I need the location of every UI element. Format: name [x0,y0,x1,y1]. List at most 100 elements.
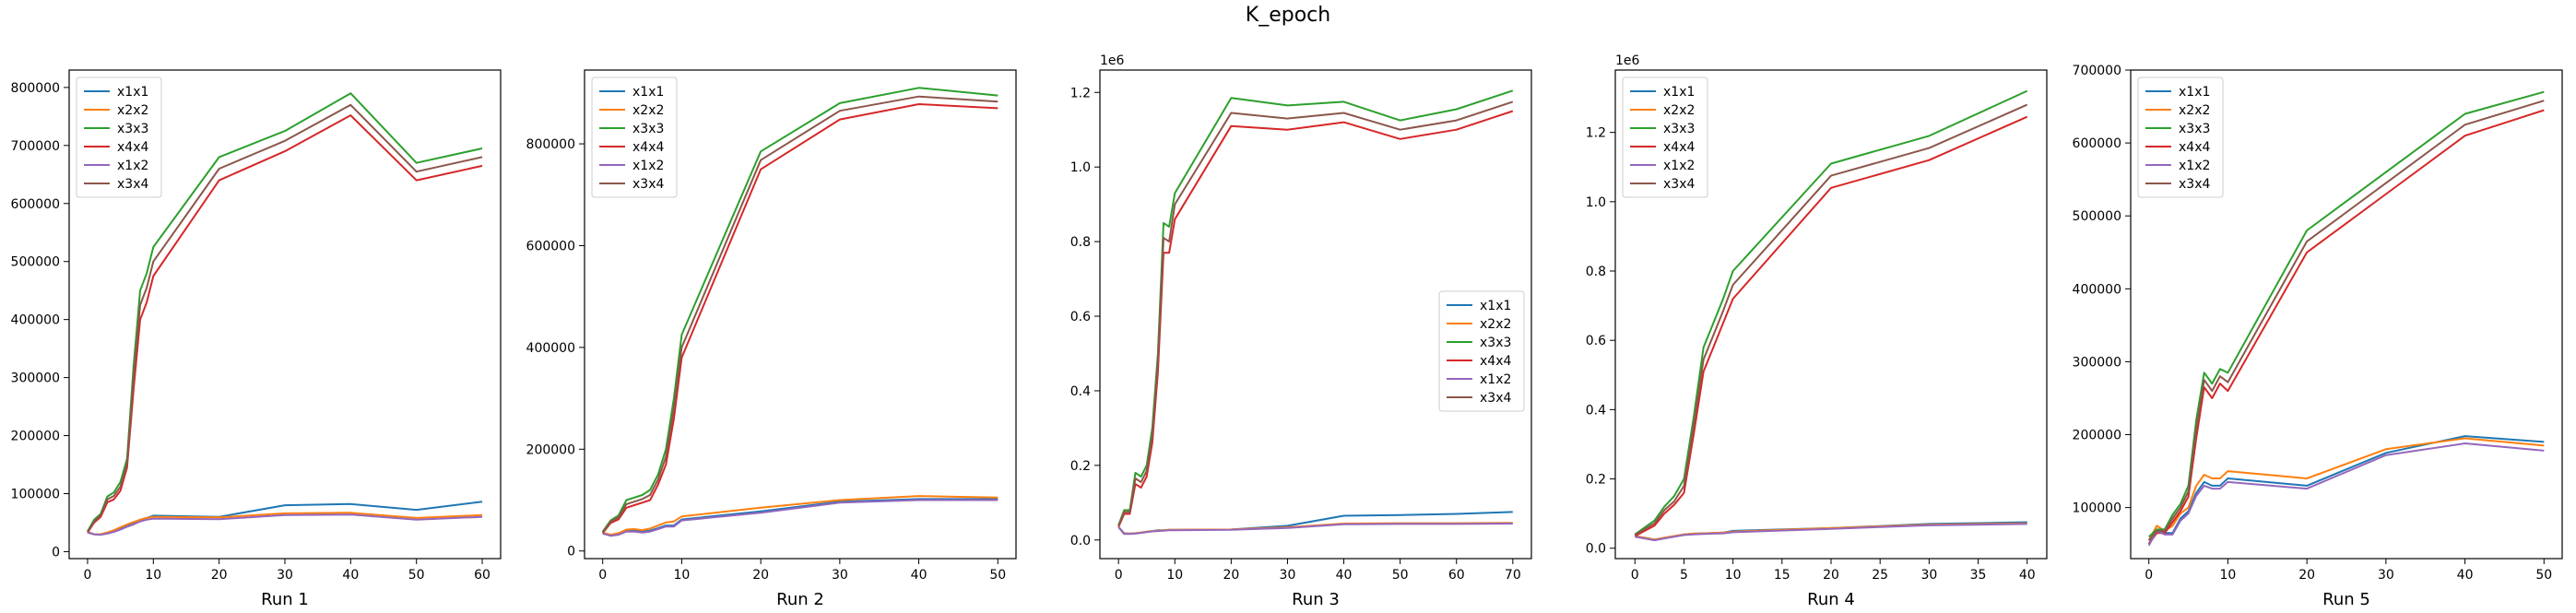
y-tick-label: 0.8 [1070,235,1091,250]
series-line-x3x4 [1117,100,1514,527]
legend-label-x4x4: x4x4 [1663,140,1695,155]
legend-label-x3x3: x3x3 [1663,122,1695,136]
y-tick-label: 800000 [11,81,60,96]
series-line-x3x4 [2147,100,2545,541]
x-tick-label: 10 [674,568,691,583]
x-tick-label: 25 [1872,568,1888,583]
x-tick-label: 10 [1725,568,1742,583]
y-tick-label: 400000 [526,341,575,356]
y-tick-label: 500000 [11,255,60,270]
x-tick-label: 50 [2535,568,2552,583]
legend-label-x4x4: x4x4 [1480,354,1511,369]
subplot-2: 0 10 20 30 40 50 0 200000 400000 600000 800000 Run … [526,69,1017,609]
legend-label-x1x1: x1x1 [1480,299,1511,313]
series-line-x4x4 [601,103,998,535]
x-axis-label: Run 5 [2322,590,2370,609]
x-tick-label: 70 [1505,568,1521,583]
legend-label-x4x4: x4x4 [632,140,664,155]
x-tick-label: 40 [342,568,359,583]
legend: x1x1 x2x2 x3x3 x4x4 x1x2 x3x4 [2137,77,2224,198]
series-line-x1x2 [1635,523,2027,542]
x-axis-label: Run 1 [261,590,309,609]
legend-label-x1x2: x1x2 [2179,159,2210,173]
y-tick-label: 700000 [11,139,60,154]
x-tick-label: 40 [2457,568,2474,583]
y-tick-label: 100000 [11,488,60,502]
y-tick-label: 0 [567,545,575,560]
x-tick-label: 20 [752,568,769,583]
axes-frame [2130,69,2563,560]
series-line-x3x4 [601,95,998,534]
y-tick-label: 100000 [2073,501,2121,516]
x-tick-label: 0 [598,568,607,583]
axes-frame [584,69,1017,560]
legend-label-x1x2: x1x2 [632,159,664,173]
series-line-x3x4 [87,103,483,533]
x-tick-label: 50 [1392,568,1409,583]
y-tick-label: 1.2 [1586,126,1606,141]
legend-box [591,77,678,198]
plot-lines [87,92,483,536]
x-tick-label: 30 [277,568,293,583]
legend-label-x3x4: x3x4 [117,177,148,192]
y-tick-label: 0.8 [1586,265,1606,279]
plot-lines [601,87,998,537]
x-axis-label: Run 2 [776,590,824,609]
legend-label-x2x2: x2x2 [632,103,664,118]
legend: x1x1 x2x2 x3x3 x4x4 x1x2 x3x4 [1438,290,1525,412]
x-tick-label: 30 [1280,568,1296,583]
y-tick-label: 0.2 [1070,459,1091,474]
series-line-x2x2 [2147,437,2545,541]
y-tick-label: 0 [52,545,60,560]
x-tick-label: 50 [408,568,425,583]
series-line-x1x2 [1117,523,1513,536]
x-tick-label: 40 [1336,568,1353,583]
legend-label-x3x4: x3x4 [1663,177,1695,192]
y-tick-label: 600000 [2073,136,2121,151]
series-line-x3x4 [1634,103,2028,536]
series-line-x1x2 [87,513,483,536]
x-tick-label: 0 [2145,568,2153,583]
y-tick-label: 500000 [2073,209,2121,224]
legend-label-x2x2: x2x2 [2179,103,2210,118]
x-tick-label: 40 [911,568,928,583]
figure-title: K_epoch [1245,4,1331,27]
legend-label-x4x4: x4x4 [117,140,148,155]
series-line-x3x3 [601,87,998,533]
plot-lines [2147,90,2545,547]
x-tick-label: 40 [2019,568,2036,583]
legend-label-x1x1: x1x1 [117,85,148,100]
y-tick-label: 600000 [526,239,575,253]
series-line-x3x3 [1634,89,2028,536]
y-offset-label: 1e6 [1615,53,1640,68]
plot-lines [1634,89,2028,542]
axes-frame [1099,69,1532,560]
x-tick-label: 35 [1970,568,1987,583]
y-tick-label: 0.4 [1070,384,1091,399]
series-line-x1x2 [2147,442,2545,547]
y-tick-label: 0.6 [1070,310,1091,324]
legend-label-x1x2: x1x2 [1480,372,1511,387]
legend-label-x2x2: x2x2 [117,103,148,118]
x-tick-label: 0 [1631,568,1639,583]
series-line-x4x4 [1634,115,2028,537]
y-tick-label: 1.0 [1586,195,1606,210]
y-tick-label: 700000 [2073,64,2121,78]
legend-label-x3x3: x3x3 [2179,122,2210,136]
x-axis-label: Run 4 [1807,590,1855,609]
y-tick-label: 200000 [526,442,575,457]
x-tick-label: 10 [145,568,161,583]
y-tick-label: 1.0 [1070,160,1091,175]
y-tick-label: 0.4 [1586,403,1606,418]
y-tick-label: 0.2 [1586,473,1606,488]
x-tick-label: 50 [989,568,1006,583]
y-tick-label: 200000 [11,430,60,444]
x-tick-label: 0 [84,568,92,583]
legend-label-x3x3: x3x3 [117,122,148,136]
series-line-x1x2 [602,499,998,537]
x-tick-label: 10 [2220,568,2237,583]
x-tick-label: 20 [211,568,228,583]
series-line-x4x4 [2147,109,2545,545]
legend-label-x1x2: x1x2 [1663,159,1695,173]
x-tick-label: 20 [1823,568,1839,583]
